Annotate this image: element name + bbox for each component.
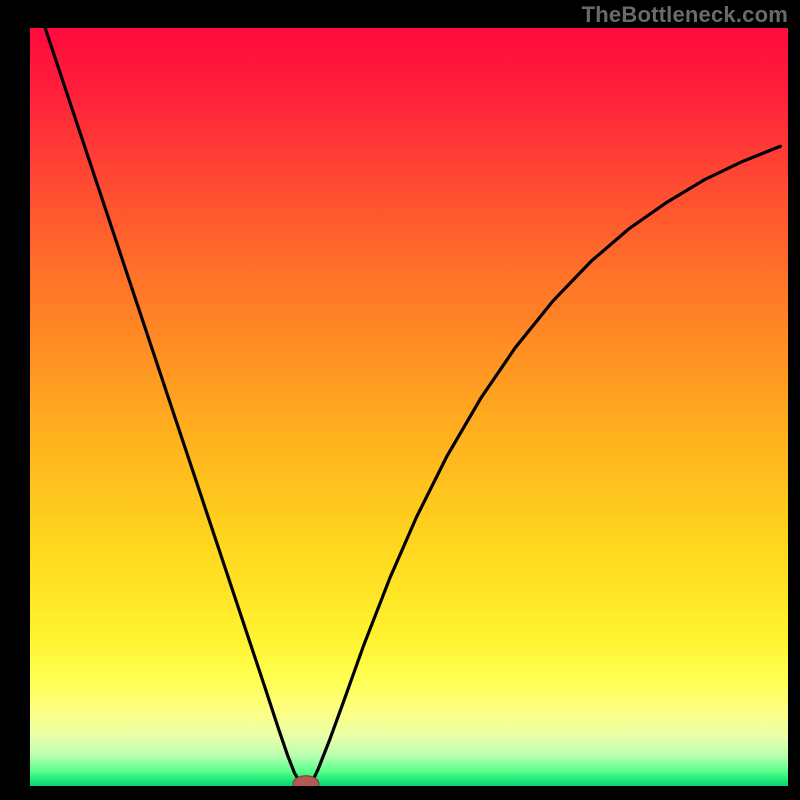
watermark-text: TheBottleneck.com <box>582 2 788 28</box>
plot-svg <box>30 28 788 786</box>
watermark-label: TheBottleneck.com <box>582 2 788 27</box>
plot-background <box>30 28 788 786</box>
chart-container: TheBottleneck.com <box>0 0 800 800</box>
plot-area <box>30 28 788 786</box>
